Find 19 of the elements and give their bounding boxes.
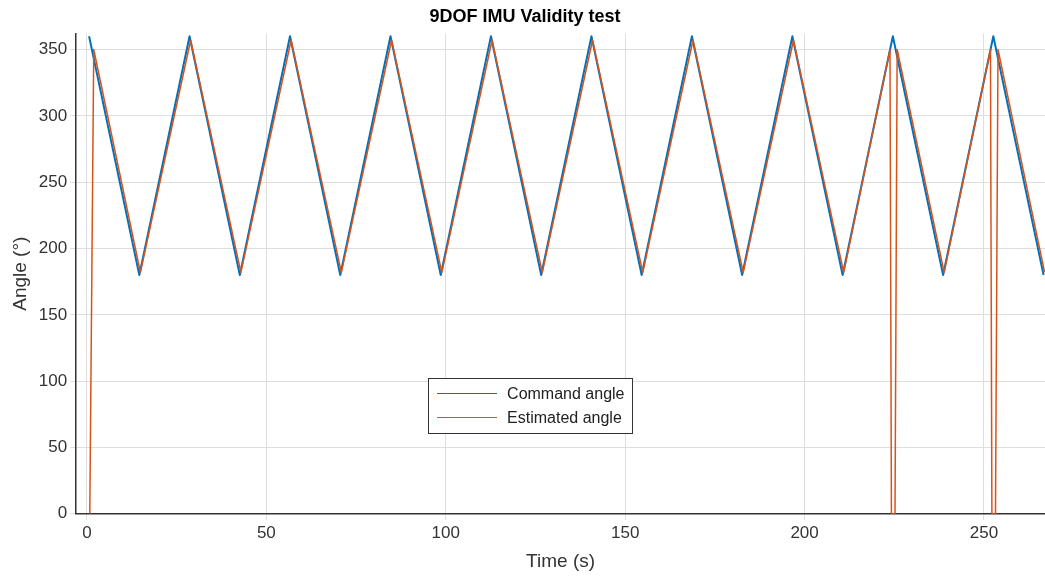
y-tick-label: 150 [38, 304, 68, 324]
x-tick-label: 200 [790, 522, 819, 542]
x-tick-label: 150 [610, 522, 640, 542]
x-tick-label: 0 [82, 522, 92, 542]
x-tick-label: 50 [256, 522, 276, 542]
y-tick-label: 100 [38, 370, 68, 390]
y-tick-label: 350 [38, 39, 68, 59]
legend-label: Command angle [507, 384, 625, 403]
x-tick-label: 250 [969, 522, 999, 542]
x-axis-title: Time (s) [526, 549, 596, 571]
y-tick-label: 300 [38, 105, 68, 125]
legend-label: Estimated angle [507, 408, 622, 427]
y-tick-label: 250 [38, 171, 68, 191]
chart-title: 9DOF IMU Validity test [429, 5, 621, 26]
y-tick-label: 50 [48, 437, 68, 457]
x-tick-label: 100 [431, 522, 460, 542]
y-tick-label: 0 [57, 503, 68, 523]
y-tick-label: 200 [38, 238, 68, 258]
y-axis-title: Angle (°) [8, 236, 30, 311]
